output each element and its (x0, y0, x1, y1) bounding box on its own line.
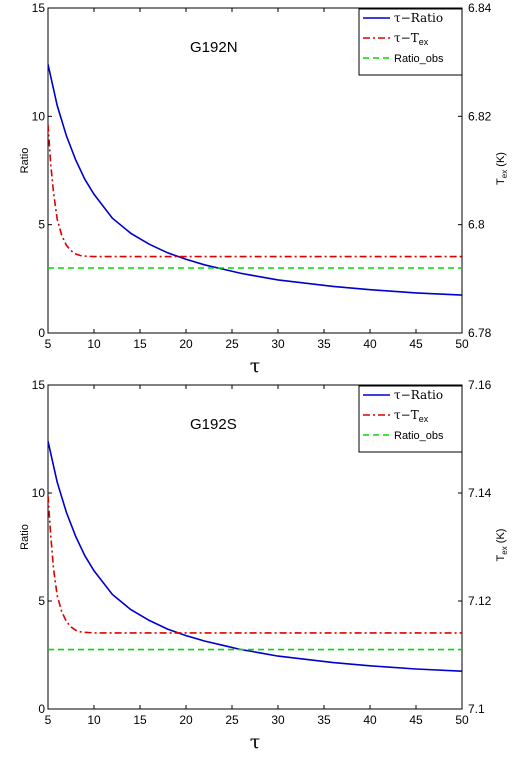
x-tick-label: 5 (45, 337, 52, 351)
y-right-tick-label: 7.14 (468, 486, 492, 500)
x-tick-label: 5 (45, 713, 52, 727)
x-tick-label: 10 (87, 337, 101, 351)
series-line-1 (48, 64, 462, 296)
y-tick-label: 10 (32, 109, 46, 123)
y-right-label-unit: (K) (495, 152, 507, 170)
y-right-tick-label: 7.1 (468, 702, 485, 716)
x-tick-label: 45 (409, 713, 423, 727)
y-right-tick-label: 6.82 (468, 109, 492, 123)
panel-title: G192N (190, 39, 238, 56)
x-tick-label: 35 (317, 713, 331, 727)
legend-label-2: τ−Tex (394, 408, 429, 424)
y-tick-label: 15 (32, 378, 46, 392)
panel-title: G192S (190, 416, 237, 433)
x-tick-label: 20 (179, 337, 193, 351)
y-tick-label: 0 (38, 326, 45, 340)
plot-frame (47, 384, 463, 710)
x-tick-label: 30 (271, 337, 285, 351)
x-tick-label: 50 (455, 713, 469, 727)
x-tick-label: 30 (271, 713, 285, 727)
y-tick-label: 15 (32, 1, 46, 15)
y-tick-label: 5 (38, 594, 45, 608)
series-line-2 (48, 495, 462, 634)
legend-box (358, 8, 463, 76)
x-tick-label: 40 (363, 713, 377, 727)
legend-label-2: τ−Tex (394, 31, 429, 47)
y-right-tick-label: 6.8 (468, 218, 485, 232)
x-tick-label: 45 (409, 337, 423, 351)
y-tick-label: 0 (38, 702, 45, 716)
x-tick-label: 25 (225, 713, 239, 727)
series-line-1 (48, 441, 462, 672)
legend-label-sub: ex (419, 37, 429, 47)
y-right-tick-label: 6.84 (468, 1, 492, 15)
y-right-label-sub: ex (500, 170, 509, 178)
y-right-label-main: T (495, 178, 507, 185)
plot-frame (47, 7, 463, 334)
y-right-label-unit: (K) (495, 529, 507, 547)
x-tick-label: 15 (133, 713, 147, 727)
y-tick-label: 10 (32, 486, 46, 500)
y-right-tick-label: 6.78 (468, 326, 492, 340)
legend-label-1: τ−Ratio (394, 388, 443, 402)
legend-label-sub: ex (419, 414, 429, 424)
x-tick-label: 10 (87, 713, 101, 727)
legend-box (358, 385, 463, 453)
x-axis-label: τ (250, 355, 261, 377)
y-tick-label: 5 (38, 218, 45, 232)
panel-1: 5 10 15 20 25 30 35 40 45 500510156.786.86.826.84… (19, 1, 509, 377)
x-tick-label: 20 (179, 713, 193, 727)
y-right-axis-label: Tex (K) (495, 529, 509, 562)
legend-label-3: Ratio_obs (394, 430, 444, 442)
legend-label-1: τ−Ratio (394, 11, 443, 25)
x-axis-label: τ (250, 731, 261, 753)
legend-label-main: τ−T (394, 408, 419, 422)
y-axis-label: Ratio (19, 148, 31, 174)
legend-label-3: Ratio_obs (394, 53, 444, 65)
y-right-label-sub: ex (500, 546, 509, 554)
y-right-tick-label: 7.16 (468, 378, 492, 392)
x-tick-label: 50 (455, 337, 469, 351)
y-axis-label: Ratio (19, 524, 31, 550)
x-tick-label: 25 (225, 337, 239, 351)
x-tick-label: 40 (363, 337, 377, 351)
panel-2: 5 10 15 20 25 30 35 40 45 500510157.17.127.147.16… (19, 378, 509, 753)
legend-label-main: τ−T (394, 31, 419, 45)
y-right-label-main: T (495, 554, 507, 561)
x-tick-label: 35 (317, 337, 331, 351)
x-tick-label: 15 (133, 337, 147, 351)
y-right-axis-label: Tex (K) (495, 152, 509, 185)
series-line-2 (48, 124, 462, 258)
y-right-tick-label: 7.12 (468, 594, 492, 608)
